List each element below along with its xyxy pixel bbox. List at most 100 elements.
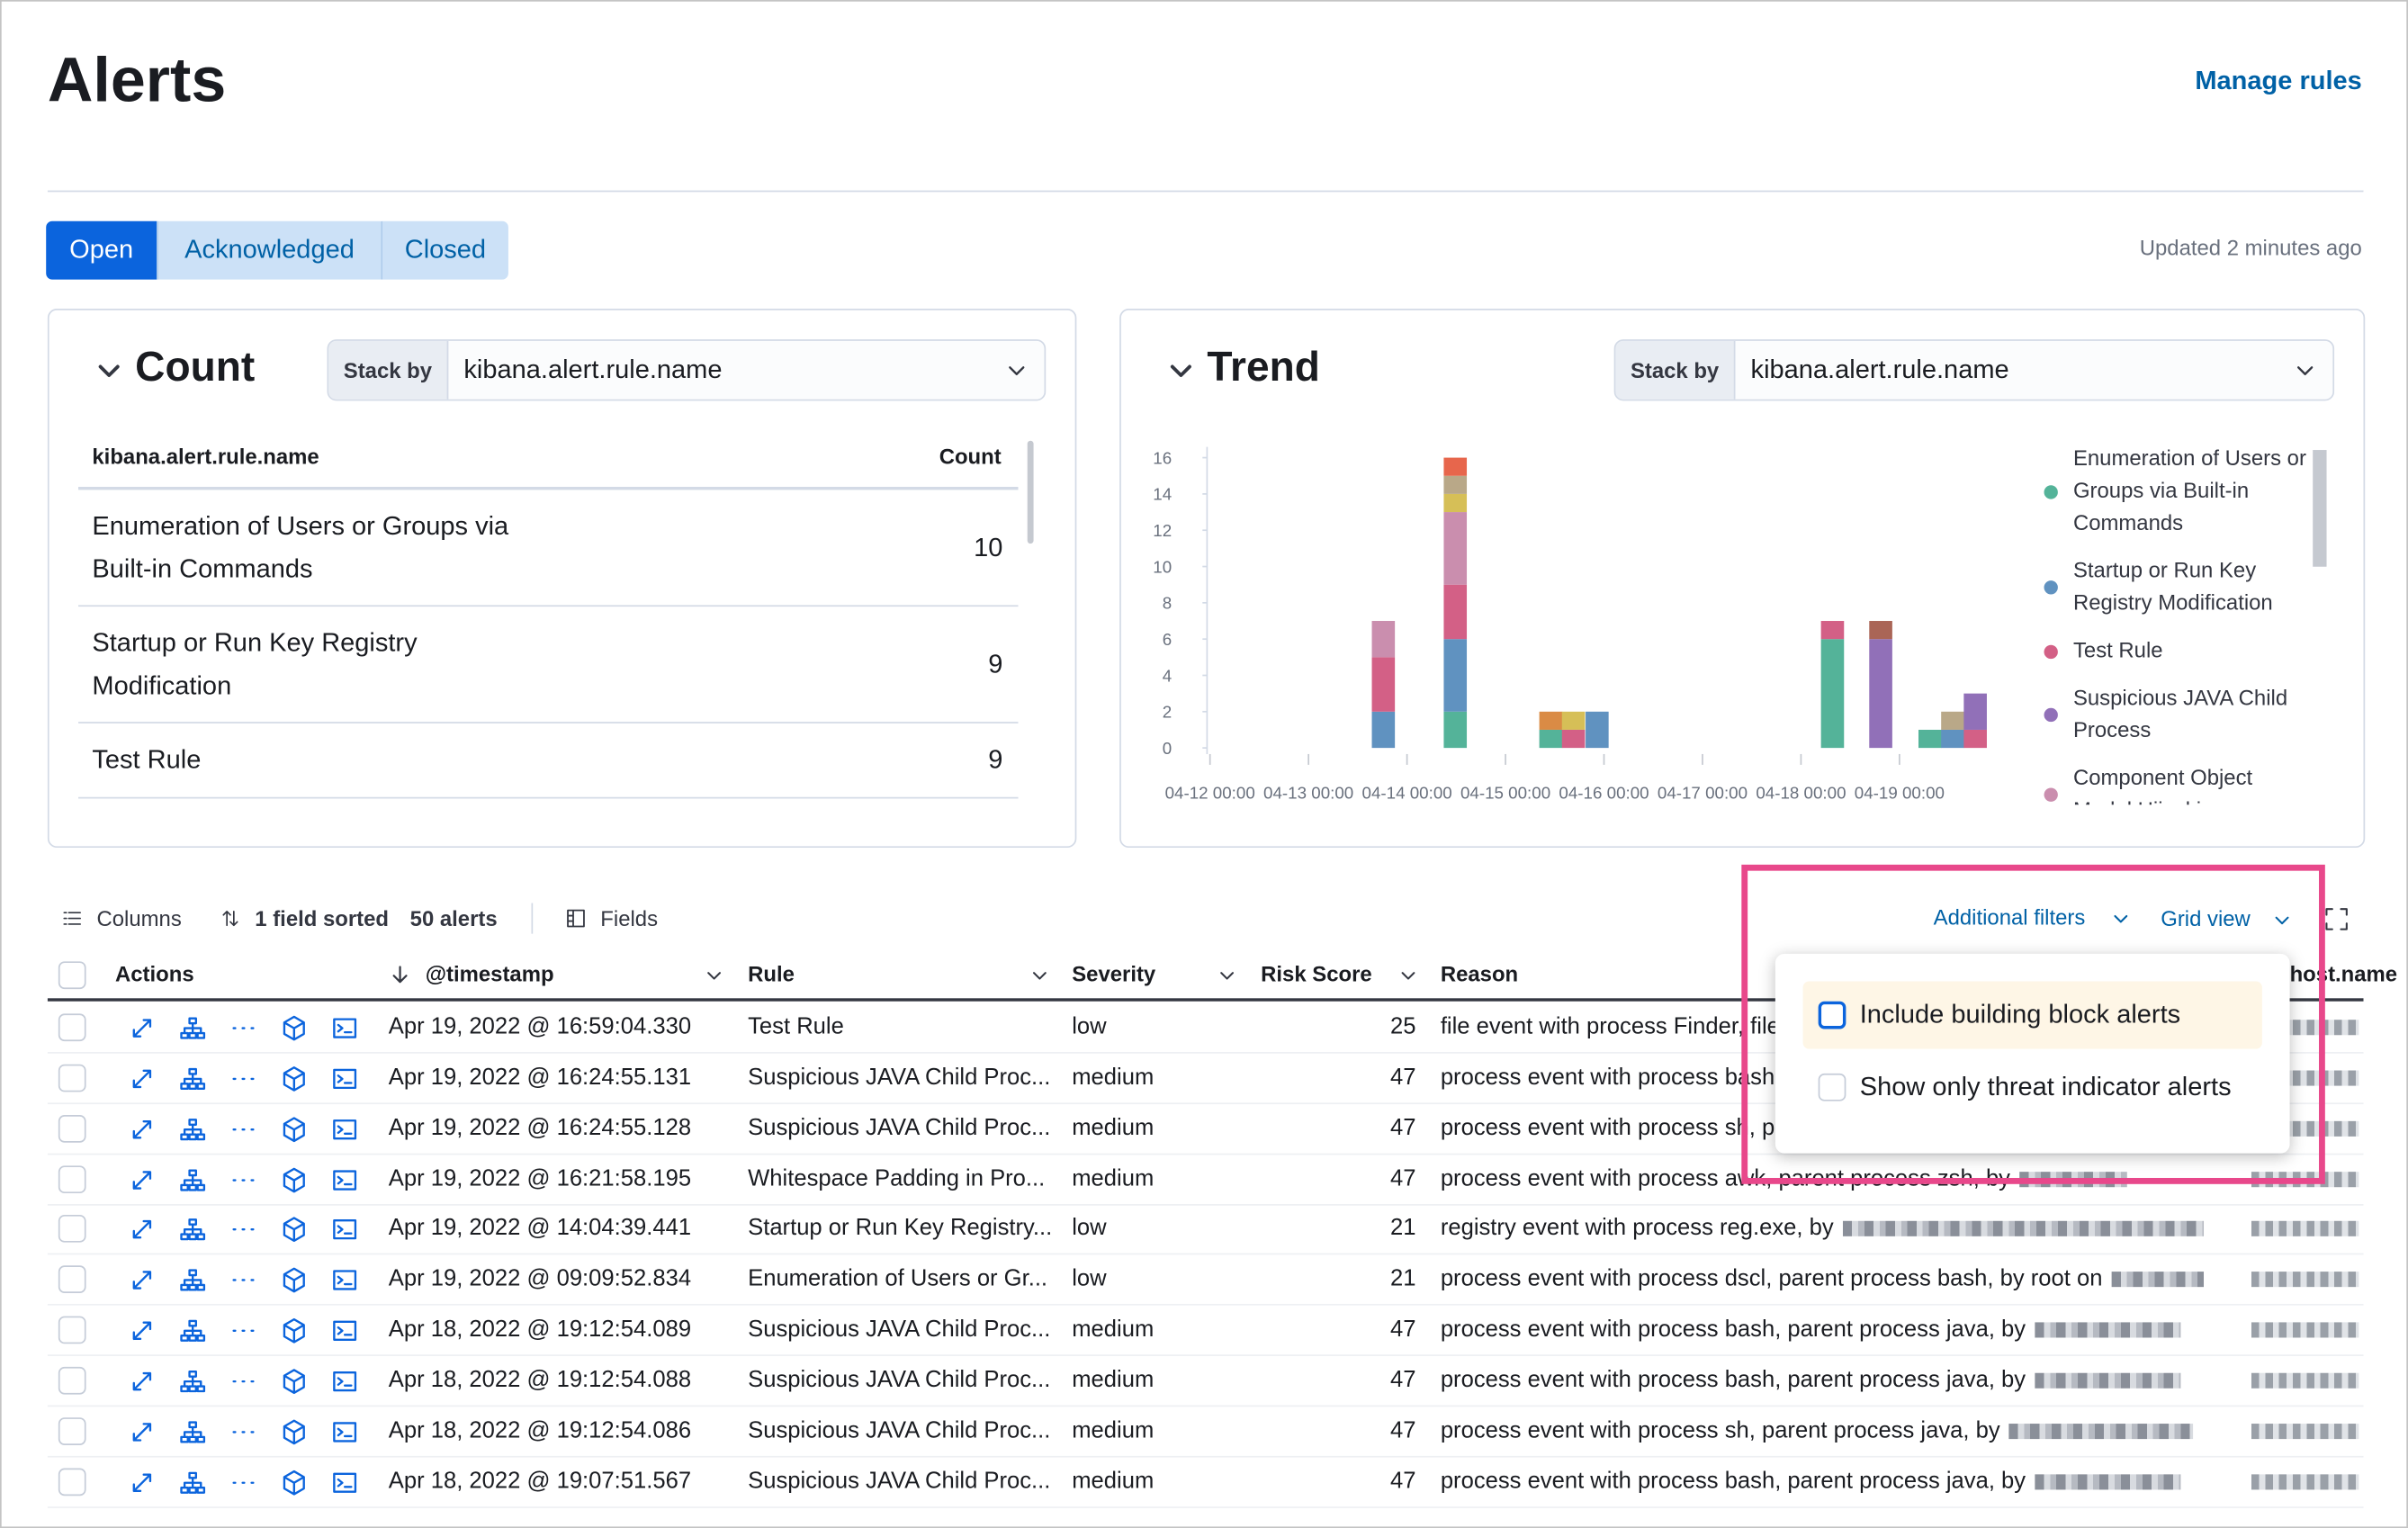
row-action-expand[interactable] (129, 1419, 155, 1445)
row-action-dots[interactable] (230, 1369, 256, 1395)
row-action-cube[interactable] (281, 1369, 307, 1395)
columns-button[interactable]: Columns (96, 905, 182, 931)
row-action-cube[interactable] (281, 1217, 307, 1243)
status-tab[interactable]: Open (46, 220, 157, 280)
row-action-dots[interactable] (230, 1015, 256, 1041)
row-action-term[interactable] (332, 1317, 358, 1344)
column-header[interactable]: Actions (114, 961, 194, 986)
row-action-dots[interactable] (230, 1065, 256, 1092)
row-action-expand[interactable] (129, 1369, 155, 1395)
row-action-cube[interactable] (281, 1065, 307, 1092)
filter-option[interactable]: Include building block alerts (1802, 981, 2262, 1049)
row-action-expand[interactable] (129, 1217, 155, 1243)
checkbox[interactable] (58, 1013, 86, 1042)
row-action-tree[interactable] (180, 1267, 206, 1293)
row-action-expand[interactable] (129, 1015, 155, 1041)
row-action-dots[interactable] (230, 1419, 256, 1445)
row-action-term[interactable] (332, 1116, 358, 1142)
checkbox[interactable] (58, 1467, 86, 1496)
checkbox[interactable] (58, 1164, 86, 1193)
fullscreen-button[interactable] (2325, 908, 2349, 931)
row-action-term[interactable] (332, 1166, 358, 1192)
filter-option[interactable]: Show only threat indicator alerts (1803, 1054, 2262, 1121)
checkbox[interactable] (1818, 1073, 1846, 1101)
row-action-tree[interactable] (180, 1470, 206, 1496)
row-action-expand[interactable] (129, 1267, 155, 1293)
row-action-term[interactable] (332, 1470, 358, 1496)
row-action-tree[interactable] (180, 1217, 206, 1243)
row-action-cube[interactable] (281, 1419, 307, 1445)
row-action-tree[interactable] (180, 1166, 206, 1192)
row-action-tree[interactable] (180, 1317, 206, 1344)
row-action-tree[interactable] (180, 1419, 206, 1445)
icon-path (1401, 972, 1415, 980)
collapse-toggle[interactable] (95, 356, 123, 384)
cell-rule: Test Rule (748, 1013, 844, 1040)
row-action-term[interactable] (332, 1419, 358, 1445)
row-action-term[interactable] (332, 1369, 358, 1395)
collapse-toggle[interactable] (1167, 356, 1195, 384)
row-action-expand[interactable] (129, 1065, 155, 1092)
sort-button[interactable]: 1 field sorted (255, 905, 390, 931)
row-action-cube[interactable] (281, 1015, 307, 1041)
manage-rules-link[interactable]: Manage rules (2195, 66, 2362, 95)
row-action-cube[interactable] (281, 1470, 307, 1496)
legend-item[interactable]: Suspicious JAVA Child Process (2036, 682, 2313, 747)
additional-filters-button[interactable]: Additional filters (1933, 904, 2086, 930)
column-header[interactable]: host.name (2289, 961, 2398, 986)
column-header[interactable]: Severity (1072, 961, 1156, 986)
icon-path (1170, 364, 1191, 377)
column-header[interactable]: Rule (748, 961, 795, 986)
status-tab[interactable]: Acknowledged (157, 220, 382, 280)
row-action-cube[interactable] (281, 1116, 307, 1142)
legend-item[interactable]: Component Object Model Hijacking (2036, 761, 2313, 804)
row-action-tree[interactable] (180, 1369, 206, 1395)
row-action-dots[interactable] (230, 1317, 256, 1344)
count-row-name: Enumeration of Users or Groups via Built… (92, 511, 509, 584)
column-header[interactable]: @timestamp (425, 961, 554, 986)
column-header[interactable]: Reason (1440, 961, 1519, 986)
row-action-expand[interactable] (129, 1317, 155, 1344)
row-action-tree[interactable] (180, 1015, 206, 1041)
checkbox[interactable] (1818, 1001, 1846, 1029)
stack-by-select[interactable]: Stack by kibana.alert.rule.name (327, 339, 1047, 401)
cell-risk-score: 25 (1390, 1013, 1416, 1040)
checkbox[interactable] (58, 1366, 86, 1395)
row-action-dots[interactable] (230, 1267, 256, 1293)
row-action-expand[interactable] (129, 1470, 155, 1496)
checkbox[interactable] (58, 1416, 86, 1445)
fields-button[interactable]: Fields (600, 905, 659, 931)
cell-rule: Suspicious JAVA Child Proc... (748, 1416, 1051, 1443)
status-tab[interactable]: Closed (381, 220, 508, 280)
row-action-tree[interactable] (180, 1065, 206, 1092)
row-action-dots[interactable] (230, 1166, 256, 1192)
checkbox[interactable] (58, 1265, 86, 1294)
legend-item[interactable]: Test Rule (2036, 634, 2313, 667)
row-action-dots[interactable] (230, 1217, 256, 1243)
checkbox[interactable] (58, 1316, 86, 1344)
row-action-cube[interactable] (281, 1317, 307, 1344)
legend-item[interactable]: Enumeration of Users or Groups via Built… (2036, 443, 2313, 540)
row-action-tree[interactable] (180, 1116, 206, 1142)
column-header[interactable]: Risk Score (1261, 961, 1372, 986)
row-action-term[interactable] (332, 1015, 358, 1041)
row-action-expand[interactable] (129, 1166, 155, 1192)
icon-path (1220, 972, 1235, 980)
stack-by-select[interactable]: Stack by kibana.alert.rule.name (1613, 339, 2335, 401)
grid-view-button[interactable]: Grid view (2161, 905, 2251, 931)
row-action-cube[interactable] (281, 1166, 307, 1192)
count-row-name: Test Rule (92, 744, 202, 775)
row-action-dots[interactable] (230, 1470, 256, 1496)
row-action-term[interactable] (332, 1267, 358, 1293)
legend-item[interactable]: Startup or Run Key Registry Modification (2036, 554, 2313, 619)
row-action-dots[interactable] (230, 1116, 256, 1142)
cell-risk-score: 21 (1390, 1215, 1416, 1242)
checkbox[interactable] (58, 961, 86, 990)
row-action-term[interactable] (332, 1065, 358, 1092)
checkbox[interactable] (58, 1114, 86, 1143)
checkbox[interactable] (58, 1064, 86, 1092)
row-action-term[interactable] (332, 1217, 358, 1243)
row-action-expand[interactable] (129, 1116, 155, 1142)
checkbox[interactable] (58, 1215, 86, 1244)
row-action-cube[interactable] (281, 1267, 307, 1293)
